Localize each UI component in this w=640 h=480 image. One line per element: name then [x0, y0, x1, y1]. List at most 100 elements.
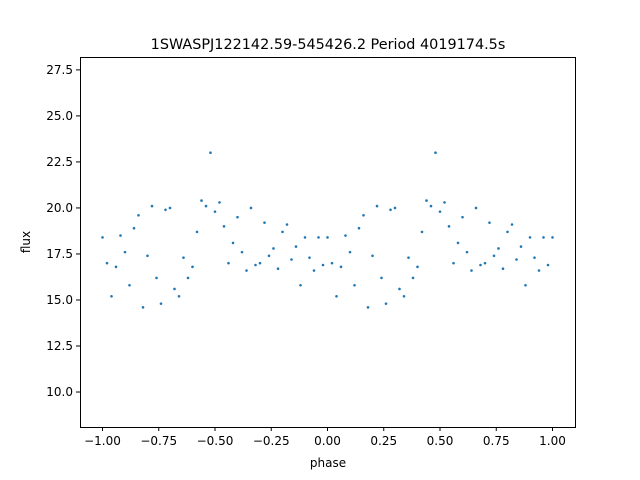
data-point	[497, 247, 500, 250]
y-axis-ticks: 10.0 12.5 15.0 17.5 20.0 22.5 25.0 27.5	[46, 63, 80, 399]
data-point	[528, 236, 532, 239]
data-point	[101, 236, 104, 239]
data-point	[420, 230, 424, 234]
y-tick-label: 12.5	[46, 339, 73, 353]
data-point	[285, 223, 289, 226]
data-point	[290, 258, 293, 261]
y-tick-label: 10.0	[46, 385, 73, 399]
data-point	[236, 215, 239, 219]
y-tick-label: 17.5	[46, 247, 73, 261]
data-point	[173, 287, 176, 291]
data-point	[357, 226, 361, 230]
data-point	[429, 204, 433, 208]
y-tick-label: 15.0	[46, 293, 73, 307]
data-point	[128, 283, 131, 287]
data-point	[348, 250, 352, 254]
data-point	[195, 230, 199, 234]
data-point	[375, 204, 379, 208]
x-axis-label: phase	[310, 456, 346, 470]
data-point	[510, 223, 514, 226]
data-point	[344, 234, 347, 237]
data-point	[551, 236, 554, 239]
data-point	[227, 261, 230, 265]
data-point	[443, 201, 446, 204]
x-tick-label: 0.75	[483, 434, 510, 448]
data-point	[317, 236, 320, 239]
data-points	[101, 151, 554, 309]
data-point	[326, 236, 329, 239]
data-point	[263, 221, 266, 224]
x-tick-label: 0.00	[314, 434, 341, 448]
data-point	[533, 256, 536, 259]
data-point	[407, 256, 410, 259]
y-axis-label: flux	[19, 231, 33, 253]
data-point	[218, 201, 221, 204]
data-point	[492, 254, 496, 258]
data-point	[384, 302, 388, 305]
data-point	[303, 236, 307, 239]
y-tick-label: 27.5	[46, 63, 73, 77]
plot-frame	[80, 57, 576, 428]
data-point	[470, 269, 473, 272]
data-point	[155, 276, 158, 280]
data-point	[330, 261, 334, 265]
data-point	[339, 265, 343, 269]
data-point	[474, 206, 478, 210]
data-point	[335, 295, 338, 298]
x-tick-label: 1.00	[539, 434, 566, 448]
data-point	[137, 214, 140, 217]
data-point	[398, 287, 401, 291]
data-point	[222, 225, 226, 228]
data-point	[191, 265, 194, 269]
data-point	[542, 236, 545, 239]
x-tick-label: −0.25	[253, 434, 290, 448]
data-point	[146, 254, 149, 258]
data-point	[519, 245, 523, 248]
data-point	[546, 263, 550, 267]
data-point	[515, 258, 518, 261]
x-axis-ticks: −1.00 −0.75 −0.50 −0.25 0.00 0.25 0.50 0.75 1.00	[84, 427, 566, 448]
data-point	[240, 250, 244, 254]
data-point	[380, 276, 383, 280]
data-point	[294, 245, 298, 248]
data-point	[272, 247, 275, 250]
data-point	[483, 261, 487, 265]
data-point	[366, 306, 370, 309]
data-point	[438, 210, 442, 213]
data-point	[245, 269, 248, 272]
data-point	[114, 265, 118, 269]
data-point	[353, 283, 356, 287]
data-point	[452, 261, 455, 265]
data-point	[258, 261, 262, 265]
data-point	[308, 256, 311, 259]
data-point	[276, 267, 280, 270]
x-tick-label: −0.75	[140, 434, 177, 448]
data-point	[434, 151, 437, 155]
data-point	[312, 269, 316, 272]
data-point	[254, 263, 257, 267]
data-point	[411, 276, 415, 280]
data-point	[119, 234, 122, 237]
data-point	[465, 250, 469, 254]
data-point	[209, 151, 212, 155]
chart-title: 1SWASPJ122142.59-545426.2 Period 4019174…	[151, 37, 506, 53]
data-point	[182, 256, 185, 259]
data-point	[159, 302, 163, 305]
data-point	[110, 295, 113, 298]
data-point	[164, 208, 167, 212]
y-tick-label: 20.0	[46, 201, 73, 215]
data-point	[537, 269, 541, 272]
x-tick-label: 0.25	[370, 434, 397, 448]
data-point	[501, 267, 505, 270]
data-point	[123, 250, 127, 254]
x-tick-label: −1.00	[84, 434, 121, 448]
data-point	[281, 230, 284, 234]
data-point	[168, 206, 172, 210]
data-point	[267, 254, 271, 258]
data-point	[177, 295, 181, 298]
data-point	[141, 306, 145, 309]
data-point	[456, 241, 460, 245]
data-point	[200, 199, 203, 202]
